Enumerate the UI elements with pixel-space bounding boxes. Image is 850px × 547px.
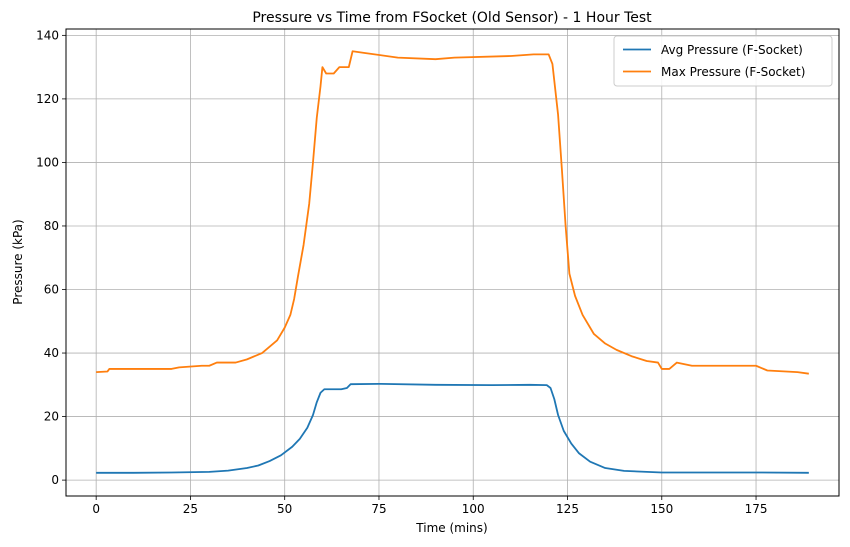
- x-tick-label: 150: [650, 502, 673, 516]
- series-line-max-pressure-f-socket: [96, 50, 809, 375]
- x-tick-label: 50: [277, 502, 292, 516]
- y-axis-label: Pressure (kPa): [11, 219, 25, 304]
- series-lines: [96, 50, 809, 474]
- axis-ticks: 0 25 50 75 100 125 150 175 0 20 40 60 80 100 120 140: [36, 28, 767, 516]
- series-line-avg-pressure-f-socket: [96, 382, 809, 474]
- x-axis-label: Time (mins): [415, 521, 487, 535]
- y-tick-label: 20: [44, 410, 59, 424]
- y-tick-label: 60: [44, 283, 59, 297]
- plot-area-frame: [65, 28, 840, 497]
- x-tick-label: 75: [371, 502, 386, 516]
- y-tick-label: 140: [36, 28, 59, 42]
- y-tick-label: 120: [36, 92, 59, 106]
- x-tick-label: 125: [556, 502, 579, 516]
- legend-box: [613, 35, 833, 87]
- x-tick-label: 100: [462, 502, 485, 516]
- legend-label-max-pressure: Max Pressure (F-Socket): [661, 65, 805, 79]
- grid: [66, 29, 839, 496]
- legend: Avg Pressure (F-Socket) Max Pressure (F-…: [613, 35, 833, 87]
- x-tick-label: 0: [92, 502, 100, 516]
- x-tick-label: 175: [745, 502, 768, 516]
- y-tick-label: 80: [44, 219, 59, 233]
- y-tick-label: 0: [51, 473, 59, 487]
- y-tick-label: 40: [44, 346, 59, 360]
- y-tick-label: 100: [36, 155, 59, 169]
- legend-label-avg-pressure: Avg Pressure (F-Socket): [661, 43, 803, 57]
- chart-title: Pressure vs Time from FSocket (Old Senso…: [252, 10, 652, 26]
- x-tick-label: 25: [183, 502, 198, 516]
